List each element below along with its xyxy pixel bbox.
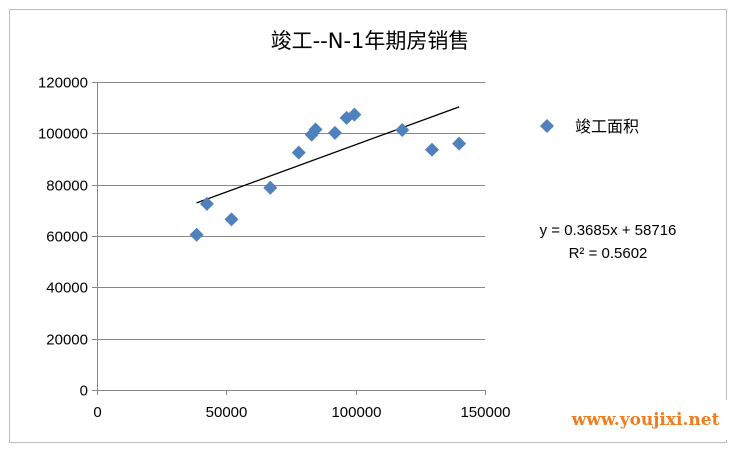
y-tick-label: 100000 xyxy=(38,126,88,143)
data-point xyxy=(395,122,410,137)
axes: 0 20000 40000 60000 80000 100000 120000 0 50000 1… xyxy=(38,75,511,422)
data-point xyxy=(224,212,239,227)
data-point xyxy=(424,142,439,157)
x-tick-label: 100000 xyxy=(331,404,381,421)
y-tick-label: 80000 xyxy=(46,178,88,195)
data-point xyxy=(199,196,214,211)
chart-title: 竣工--N-1年期房销售 xyxy=(271,29,470,53)
y-tick-label: 40000 xyxy=(46,280,88,297)
chart-area xyxy=(9,9,727,443)
legend-label-series: 竣工面积 xyxy=(575,117,639,136)
data-point xyxy=(189,227,204,242)
data-point xyxy=(308,122,323,137)
trendline-r-squared: R² = 0.5602 xyxy=(569,245,648,262)
legend-marker xyxy=(540,119,554,133)
x-tick-label: 50000 xyxy=(206,404,248,421)
y-tick-label: 120000 xyxy=(38,75,88,92)
legend: 竣工面积 xyxy=(540,117,639,136)
trendline-group xyxy=(196,106,460,204)
data-point xyxy=(263,180,278,195)
trendline-equation: y = 0.3685x + 58716 xyxy=(540,222,677,239)
gridlines xyxy=(97,82,485,340)
y-tick-label: 60000 xyxy=(46,229,88,246)
data-points xyxy=(189,107,467,242)
x-tick-label: 0 xyxy=(93,404,101,421)
y-tick-label: 20000 xyxy=(46,332,88,349)
data-point xyxy=(452,136,467,151)
x-tick-label: 150000 xyxy=(460,404,510,421)
watermark: www.youjixi.net xyxy=(549,400,742,440)
data-point xyxy=(327,125,342,140)
trendline xyxy=(196,106,460,204)
y-tick-label: 0 xyxy=(80,383,88,400)
data-point xyxy=(291,145,306,160)
data-point xyxy=(347,107,362,122)
